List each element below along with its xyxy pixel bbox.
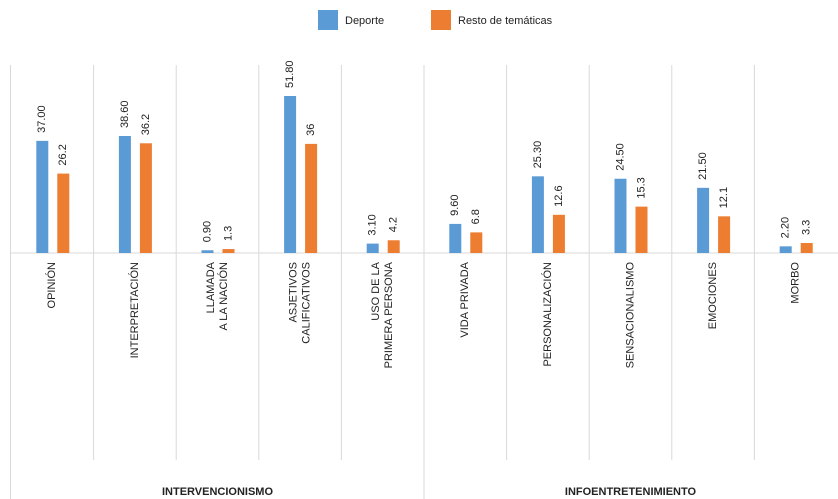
value-label: 3.3 xyxy=(801,220,813,235)
bar xyxy=(305,143,318,253)
x-tick-label: ASJETIVOS xyxy=(288,262,300,323)
legend-swatch xyxy=(318,10,338,30)
group-label: INTERVENCIONISMO xyxy=(162,486,273,498)
x-tick-label: OPINIÓN xyxy=(45,262,58,309)
value-label: 15.3 xyxy=(635,177,647,198)
value-label: 12.6 xyxy=(553,185,565,206)
value-label: 51.80 xyxy=(284,60,296,88)
bar xyxy=(201,250,214,253)
bar xyxy=(36,140,49,253)
x-tick-label: LLAMADA xyxy=(205,261,217,313)
value-label: 36.2 xyxy=(140,114,152,135)
bar xyxy=(779,246,792,253)
x-tick-label: INTERPRETACIÓN xyxy=(128,262,141,358)
value-label: 37.00 xyxy=(36,105,48,133)
x-tick-label: CALIFICATIVOS xyxy=(301,262,313,344)
x-tick-label: USO DE LA xyxy=(370,261,382,320)
value-label: 12.1 xyxy=(718,187,730,208)
value-label: 3.10 xyxy=(367,214,379,235)
bar xyxy=(387,240,400,253)
bar xyxy=(366,243,379,253)
bar xyxy=(118,136,131,253)
bar xyxy=(718,216,731,253)
x-tick-label: PRIMERA PERSONA xyxy=(383,261,395,368)
value-label: 24.50 xyxy=(614,143,626,171)
group-label: INFOENTRETENIMIENTO xyxy=(565,486,697,498)
bar xyxy=(470,232,483,253)
bar xyxy=(449,223,462,253)
x-tick-label: PERSONALIZACIÓN xyxy=(541,262,554,367)
value-label: 6.8 xyxy=(470,209,482,224)
value-label: 9.60 xyxy=(449,194,461,215)
value-label: 21.50 xyxy=(697,152,709,180)
legend-label: Deporte xyxy=(345,15,384,27)
value-label: 4.2 xyxy=(388,217,400,232)
bar xyxy=(635,206,648,253)
x-tick-label: SENSACIONALISMO xyxy=(624,262,636,369)
bar xyxy=(552,214,565,253)
value-label: 25.30 xyxy=(532,141,544,169)
bar xyxy=(139,143,152,253)
x-tick-label: EMOCIONES xyxy=(707,262,719,329)
value-label: 1.3 xyxy=(222,226,234,241)
value-label: 0.90 xyxy=(201,221,213,242)
bar xyxy=(531,176,544,253)
bar xyxy=(614,178,627,253)
bar xyxy=(284,96,297,253)
x-tick-label: A LA NACIÓN xyxy=(217,262,230,331)
legend-swatch xyxy=(431,10,451,30)
bar xyxy=(697,187,710,253)
value-label: 38.60 xyxy=(119,100,131,128)
legend-label: Resto de temáticas xyxy=(458,15,553,27)
value-label: 36 xyxy=(305,124,317,136)
value-label: 2.20 xyxy=(780,217,792,238)
x-tick-label: MORBO xyxy=(790,262,802,304)
bar xyxy=(57,173,70,253)
bar xyxy=(222,249,235,253)
value-label: 26.2 xyxy=(57,144,69,165)
x-tick-label: VIDA PRIVADA xyxy=(459,261,471,337)
bar xyxy=(800,242,813,253)
